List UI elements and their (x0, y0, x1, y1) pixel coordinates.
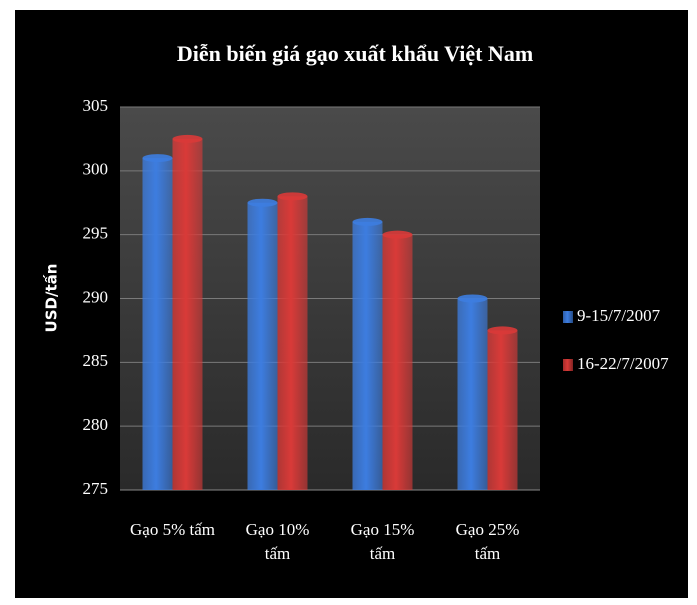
bar-cap (172, 134, 203, 143)
legend-label: 9-15/7/2007 (577, 306, 661, 325)
legend-swatch (563, 311, 573, 323)
chart-title: Diễn biến giá gạo xuất khẩu Việt Nam (177, 41, 533, 66)
bar-cap (352, 217, 383, 226)
bar-cap (277, 192, 308, 201)
y-tick-label: 305 (83, 96, 109, 115)
bar (352, 221, 383, 490)
bar (247, 202, 278, 490)
y-tick-label: 295 (83, 224, 109, 243)
y-tick-label: 280 (83, 415, 109, 434)
y-axis-label: USD/tấn (43, 264, 61, 333)
bar-cap (142, 154, 173, 163)
x-tick-label: Gạo 10% tấm (245, 520, 310, 563)
bar-cap (487, 326, 518, 335)
bar (487, 330, 518, 490)
legend-label: 16-22/7/2007 (577, 354, 669, 373)
bar (457, 298, 488, 490)
bar (172, 138, 203, 490)
bar-cap (382, 230, 413, 239)
x-tick-label: Gạo 15% tấm (350, 520, 415, 563)
x-tick-label: Gạo 5% tấm (130, 520, 215, 539)
y-tick-label: 300 (83, 160, 109, 179)
bar (142, 158, 173, 491)
y-tick-label: 275 (83, 479, 109, 498)
bar-cap (457, 294, 488, 303)
bar (277, 196, 308, 490)
y-tick-label: 290 (83, 287, 109, 306)
x-tick-label: Gạo 25% tấm (455, 520, 520, 563)
bar (382, 234, 413, 490)
y-tick-label: 285 (83, 351, 109, 370)
bar-cap (247, 198, 278, 207)
legend-swatch (563, 359, 573, 371)
